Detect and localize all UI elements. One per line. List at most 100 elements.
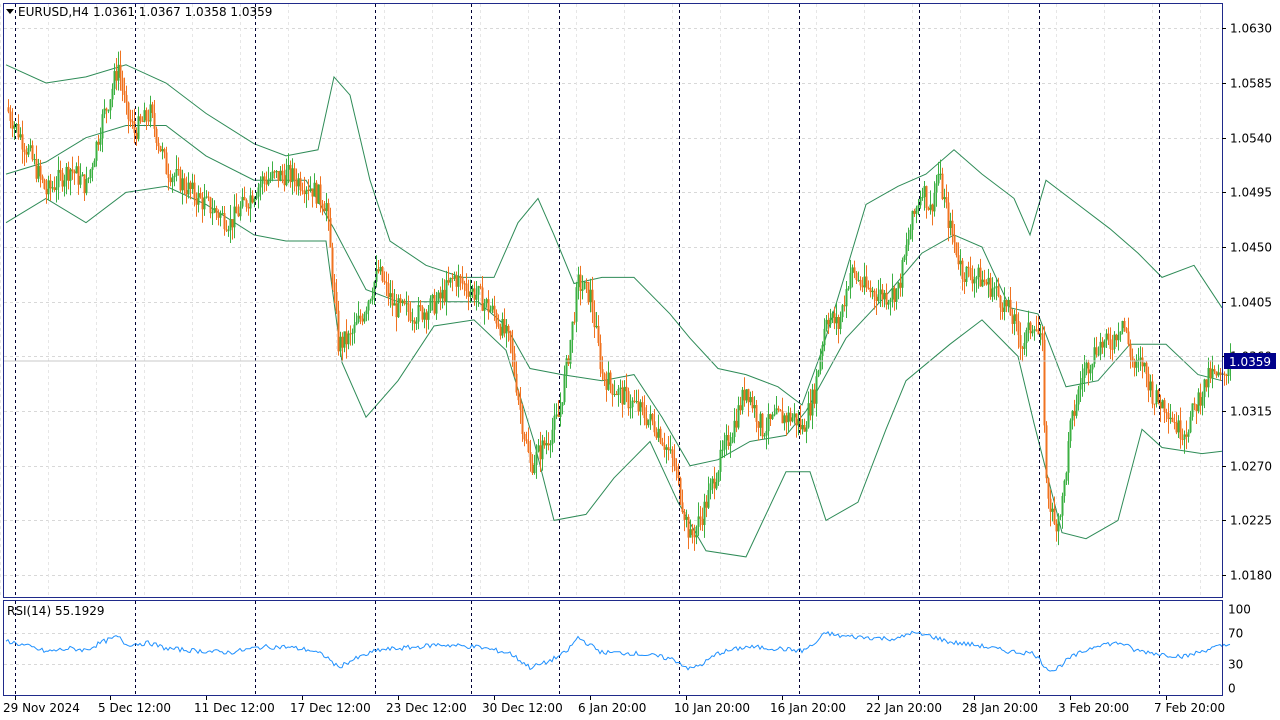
bull-candle <box>1063 480 1066 497</box>
bull-candle <box>19 134 22 138</box>
bull-candle <box>607 372 610 390</box>
bear-candle <box>1011 315 1014 324</box>
bull-candle <box>161 149 164 152</box>
bear-candle <box>663 445 666 450</box>
bull-candle <box>187 182 190 195</box>
price-tick-label: 1.0270 <box>1230 460 1272 474</box>
bear-candle <box>1173 421 1176 423</box>
bear-candle <box>1133 360 1136 368</box>
bear-candle <box>277 171 280 181</box>
bear-candle <box>931 204 934 212</box>
bull-candle <box>725 435 728 441</box>
bear-candle <box>493 305 496 313</box>
bull-candle <box>227 230 230 232</box>
bull-candle <box>191 182 194 189</box>
bear-candle <box>625 386 628 392</box>
bear-candle <box>1109 339 1112 349</box>
collapse-triangle-icon[interactable] <box>6 9 14 14</box>
bear-candle <box>293 168 296 181</box>
bear-candle <box>409 311 412 321</box>
bear-candle <box>345 331 348 345</box>
bear-candle <box>479 286 482 288</box>
bear-candle <box>637 401 640 412</box>
main-pane-frame[interactable] <box>3 3 1223 598</box>
bull-candle <box>29 145 32 149</box>
bull-candle <box>1201 397 1204 406</box>
bull-candle <box>339 336 342 352</box>
bull-candle <box>137 116 140 140</box>
bear-candle <box>523 433 526 440</box>
bear-candle <box>957 255 960 265</box>
bear-candle <box>1145 362 1148 374</box>
bear-candle <box>1021 347 1024 349</box>
bull-candle <box>723 440 726 450</box>
bull-candle <box>889 299 892 303</box>
bull-candle <box>1207 367 1210 388</box>
bull-candle <box>545 443 548 446</box>
bull-candle <box>1007 299 1010 307</box>
bear-candle <box>455 275 458 287</box>
current-price-label: 1.0359 <box>1229 355 1271 369</box>
bull-candle <box>171 177 174 183</box>
bull-candle <box>929 204 932 210</box>
bear-candle <box>779 409 782 412</box>
bear-candle <box>683 512 686 520</box>
bear-candle <box>605 379 608 390</box>
bull-candle <box>411 320 414 322</box>
bull-candle <box>445 280 448 302</box>
bull-candle <box>537 445 540 452</box>
bear-candle <box>341 336 344 348</box>
bull-candle <box>847 288 850 290</box>
price-tick-label: 1.0495 <box>1230 186 1272 200</box>
bull-candle <box>397 298 400 318</box>
bear-candle <box>273 171 276 173</box>
bull-candle <box>623 386 626 405</box>
bull-candle <box>1099 341 1102 355</box>
bull-candle <box>629 407 632 409</box>
bull-candle <box>631 400 634 408</box>
bear-candle <box>361 318 364 322</box>
bull-candle <box>851 267 854 274</box>
bear-candle <box>1045 425 1048 479</box>
price-tick-label: 1.0225 <box>1230 514 1272 528</box>
bear-candle <box>785 415 788 423</box>
bull-candle <box>535 451 538 465</box>
time-axis[interactable]: 29 Nov 2024 5 Dec 12:00 11 Dec 12:00 17 Dec… <box>3 696 1225 715</box>
bull-candle <box>1113 334 1116 350</box>
bull-candle <box>63 180 66 187</box>
bear-candle <box>25 152 28 155</box>
bear-candle <box>557 414 560 417</box>
time-tick-label: 28 Jan 20:00 <box>962 701 1038 715</box>
bull-candle <box>285 169 288 186</box>
bull-candle <box>1119 331 1122 335</box>
bear-candle <box>1163 400 1166 413</box>
bear-candle <box>499 326 502 336</box>
bear-candle <box>509 331 512 341</box>
bull-candle <box>887 302 890 305</box>
bull-candle <box>689 529 692 538</box>
bear-candle <box>603 373 606 380</box>
bull-candle <box>1211 369 1214 378</box>
bull-candle <box>101 114 104 139</box>
bear-candle <box>859 279 862 286</box>
bull-candle <box>849 273 852 289</box>
bull-candle <box>415 321 418 324</box>
bull-candle <box>255 196 258 199</box>
bear-candle <box>525 439 528 442</box>
bear-candle <box>1029 322 1032 334</box>
bear-candle <box>349 333 352 335</box>
bear-candle <box>875 296 878 301</box>
bear-candle <box>1087 362 1090 374</box>
bull-candle <box>819 356 822 371</box>
bear-candle <box>1179 420 1182 439</box>
bull-candle <box>317 184 320 204</box>
rsi-pane-frame[interactable] <box>3 600 1223 696</box>
bear-candle <box>953 235 956 243</box>
rsi-line <box>5 630 1231 672</box>
rsi-tick-label: 0 <box>1228 682 1236 696</box>
bull-candle <box>37 165 40 179</box>
bull-candle <box>733 420 736 438</box>
bear-candle <box>1017 320 1020 336</box>
bear-candle <box>507 325 510 332</box>
bull-candle <box>417 305 420 322</box>
